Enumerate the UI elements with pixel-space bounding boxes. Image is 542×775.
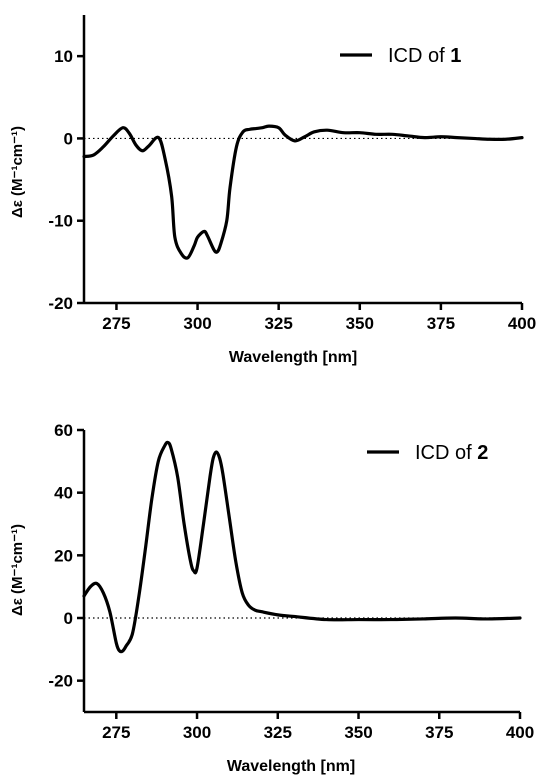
series-group (82, 440, 522, 654)
y-tick-label: 10 (54, 47, 73, 66)
y-tick-label: 0 (64, 609, 73, 628)
x-tick-label: 375 (425, 723, 453, 742)
x-tick-label: 325 (264, 723, 292, 742)
x-tick-label: 350 (344, 723, 372, 742)
y-ticks: -20 0 20 40 60 (48, 421, 84, 691)
x-tick-label: 275 (102, 314, 130, 333)
y-axis-title: Δε (M⁻¹cm⁻¹) (9, 126, 26, 218)
x-tick-label: 275 (102, 723, 130, 742)
x-tick-label: 400 (506, 723, 534, 742)
x-ticks: 275 300 325 350 375 400 (102, 712, 534, 742)
chart-panel-2: -20 0 20 40 60 275 300 325 350 375 400 Wavelength… (9, 421, 534, 775)
y-tick-label: 20 (54, 546, 73, 565)
x-tick-label: 400 (508, 314, 536, 333)
y-tick-label: -20 (48, 672, 73, 691)
legend-prefix: ICD of (415, 442, 477, 464)
x-tick-label: 375 (427, 314, 455, 333)
chart-panel-1: -20 -10 0 10 275 300 325 350 375 400 Wavelength … (9, 15, 536, 366)
legend-prefix: ICD of (388, 45, 450, 67)
x-axis-title: Wavelength [nm] (227, 758, 355, 775)
x-axis-title: Wavelength [nm] (229, 349, 357, 366)
x-ticks: 275 300 325 350 375 400 (102, 303, 536, 333)
legend-label: ICD of 2 (415, 442, 488, 464)
legend-number: 2 (477, 442, 488, 464)
legend-number: 1 (450, 45, 461, 67)
legend-label: ICD of 1 (388, 45, 461, 67)
y-tick-label: 60 (54, 421, 73, 440)
x-tick-label: 300 (183, 314, 211, 333)
series-line (82, 124, 524, 260)
y-tick-label: -10 (48, 212, 73, 231)
y-tick-label: -20 (48, 294, 73, 313)
series-group (82, 124, 524, 260)
series-line (82, 440, 522, 654)
legend: ICD of 1 (340, 45, 461, 67)
y-ticks: -20 -10 0 10 (48, 47, 84, 313)
x-tick-label: 325 (264, 314, 292, 333)
y-tick-label: 0 (64, 129, 73, 148)
y-axis-title: Δε (M⁻¹cm⁻¹) (9, 524, 26, 616)
y-tick-label: 40 (54, 484, 73, 503)
legend: ICD of 2 (367, 442, 488, 464)
x-tick-label: 300 (183, 723, 211, 742)
x-tick-label: 350 (346, 314, 374, 333)
